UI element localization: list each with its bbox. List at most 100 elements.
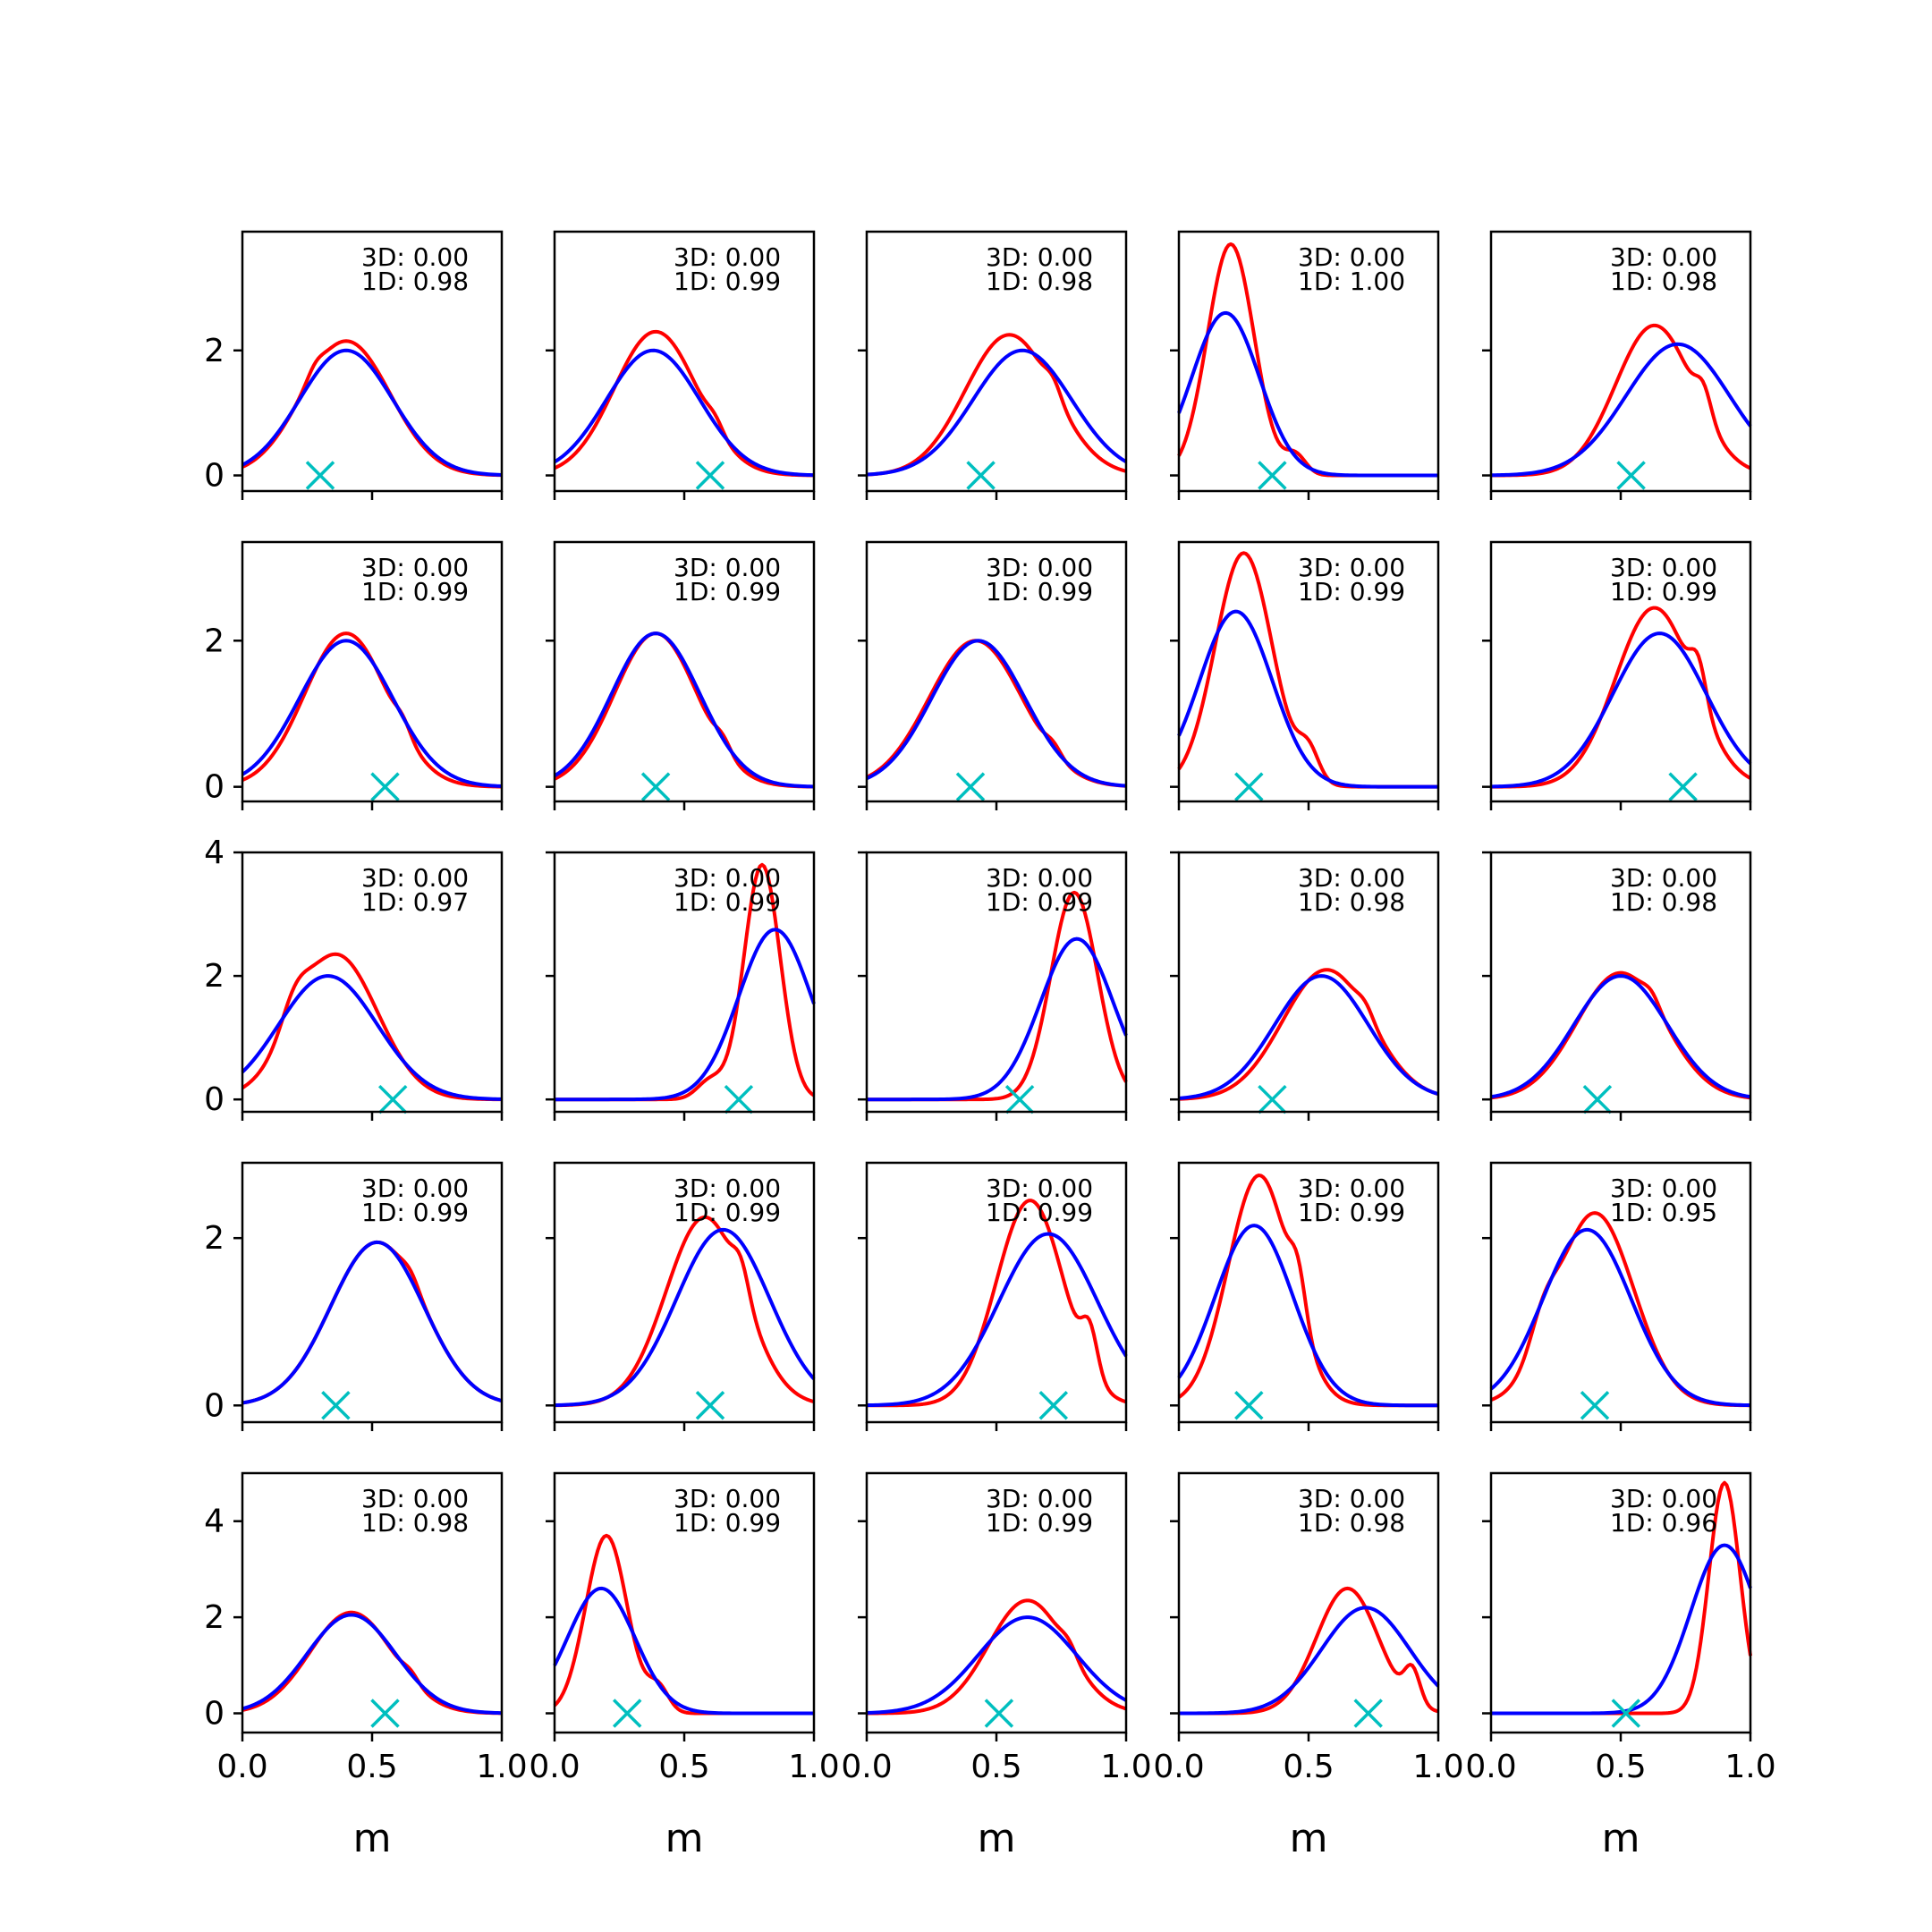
red-series-line xyxy=(242,631,503,789)
annotation-1d: 1D: 0.99 xyxy=(361,577,469,606)
blue-series-line xyxy=(866,1615,1127,1715)
annotation-3d: 3D: 0.00 xyxy=(674,1174,781,1203)
blue-series-line xyxy=(1177,310,1438,478)
true-value-marker xyxy=(695,461,725,490)
true-value-marker xyxy=(1611,1699,1641,1728)
y-tick-label: 2 xyxy=(204,1599,225,1636)
x-tick-label: 0.0 xyxy=(841,1749,892,1785)
true-value-marker xyxy=(1258,461,1287,490)
x-tick-label: 0.5 xyxy=(1595,1749,1646,1785)
true-value-marker xyxy=(1668,772,1698,801)
x-tick-label: 0.5 xyxy=(346,1749,397,1785)
true-value-marker xyxy=(640,772,671,801)
red-series-line xyxy=(554,631,815,789)
red-series-line xyxy=(867,1598,1127,1716)
annotation-3d: 3D: 0.00 xyxy=(361,553,469,582)
x-tick-label: 1.0 xyxy=(1724,1749,1775,1785)
y-tick-label: 0 xyxy=(204,1696,225,1733)
annotation-1d: 1D: 0.98 xyxy=(361,1508,469,1538)
y-tick-label: 2 xyxy=(204,333,225,369)
red-series-line xyxy=(242,339,503,478)
y-tick-label: 2 xyxy=(204,958,225,995)
blue-series-line xyxy=(866,348,1128,477)
x-tick-label: 0.0 xyxy=(529,1749,580,1785)
annotation-1d: 1D: 0.99 xyxy=(1298,1198,1405,1227)
annotation-1d: 1D: 0.99 xyxy=(986,1198,1093,1227)
blue-series-line xyxy=(554,1227,816,1407)
annotation-1d: 1D: 0.99 xyxy=(361,1198,469,1227)
blue-series-line xyxy=(1490,342,1752,478)
annotation-1d: 1D: 0.99 xyxy=(674,577,781,606)
annotation-3d: 3D: 0.00 xyxy=(986,553,1093,582)
annotation-3d: 3D: 0.00 xyxy=(1610,863,1717,893)
blue-series-line xyxy=(553,1586,814,1716)
y-tick-label: 0 xyxy=(204,1081,225,1118)
x-tick-label: 0.0 xyxy=(1153,1749,1204,1785)
x-tick-label: 0.0 xyxy=(1465,1749,1516,1785)
x-tick-label: 1.0 xyxy=(476,1749,527,1785)
true-value-marker xyxy=(984,1699,1014,1728)
annotation-3d: 3D: 0.00 xyxy=(1610,242,1717,272)
annotation-3d: 3D: 0.00 xyxy=(674,553,781,582)
y-tick-label: 0 xyxy=(204,458,225,495)
annotation-3d: 3D: 0.00 xyxy=(986,1174,1093,1203)
annotation-1d: 1D: 0.98 xyxy=(1610,267,1717,296)
blue-series-line xyxy=(553,348,815,478)
blue-series-line xyxy=(1177,1224,1438,1408)
red-series-line xyxy=(242,1240,503,1405)
red-series-line xyxy=(553,1533,814,1716)
y-tick-label: 4 xyxy=(204,835,225,871)
annotation-1d: 1D: 0.99 xyxy=(1610,577,1717,606)
annotation-3d: 3D: 0.00 xyxy=(986,242,1093,272)
blue-series-line xyxy=(1178,974,1439,1100)
annotation-3d: 3D: 0.00 xyxy=(674,863,781,893)
y-tick-label: 2 xyxy=(204,623,225,659)
annotation-1d: 1D: 0.98 xyxy=(1610,887,1717,917)
true-value-marker xyxy=(695,1391,725,1420)
x-tick-label: 0.0 xyxy=(216,1749,267,1785)
red-series-line xyxy=(1490,323,1751,478)
red-series-line xyxy=(1179,1586,1439,1716)
blue-series-line xyxy=(241,974,503,1101)
true-value-marker xyxy=(612,1699,642,1728)
annotation-3d: 3D: 0.00 xyxy=(1298,553,1405,582)
true-value-marker xyxy=(966,461,996,490)
x-axis-label: m xyxy=(353,1816,392,1861)
true-value-marker xyxy=(370,1699,400,1728)
annotation-1d: 1D: 0.99 xyxy=(674,1508,781,1538)
true-value-marker xyxy=(321,1391,351,1420)
blue-series-line xyxy=(1491,1543,1752,1716)
annotation-3d: 3D: 0.00 xyxy=(674,1484,781,1513)
annotation-1d: 1D: 0.96 xyxy=(1610,1508,1717,1538)
true-value-marker xyxy=(370,772,400,801)
blue-series-line xyxy=(241,639,503,789)
x-axis-label: m xyxy=(1602,1816,1640,1861)
true-value-marker xyxy=(1580,1391,1610,1420)
annotation-1d: 1D: 0.99 xyxy=(674,887,781,917)
red-series-line xyxy=(1490,1211,1751,1408)
annotation-1d: 1D: 0.99 xyxy=(986,1508,1093,1538)
true-value-marker xyxy=(1234,772,1264,801)
true-value-marker xyxy=(305,461,335,490)
blue-series-line xyxy=(1179,1606,1440,1716)
x-tick-label: 1.0 xyxy=(788,1749,839,1785)
annotation-1d: 1D: 0.99 xyxy=(674,1198,781,1227)
blue-series-line xyxy=(242,1240,503,1405)
blue-series-line xyxy=(866,1232,1128,1408)
true-value-marker xyxy=(1353,1699,1383,1728)
annotation-3d: 3D: 0.00 xyxy=(1298,1174,1405,1203)
annotation-3d: 3D: 0.00 xyxy=(361,242,469,272)
annotation-1d: 1D: 0.98 xyxy=(1298,887,1405,917)
